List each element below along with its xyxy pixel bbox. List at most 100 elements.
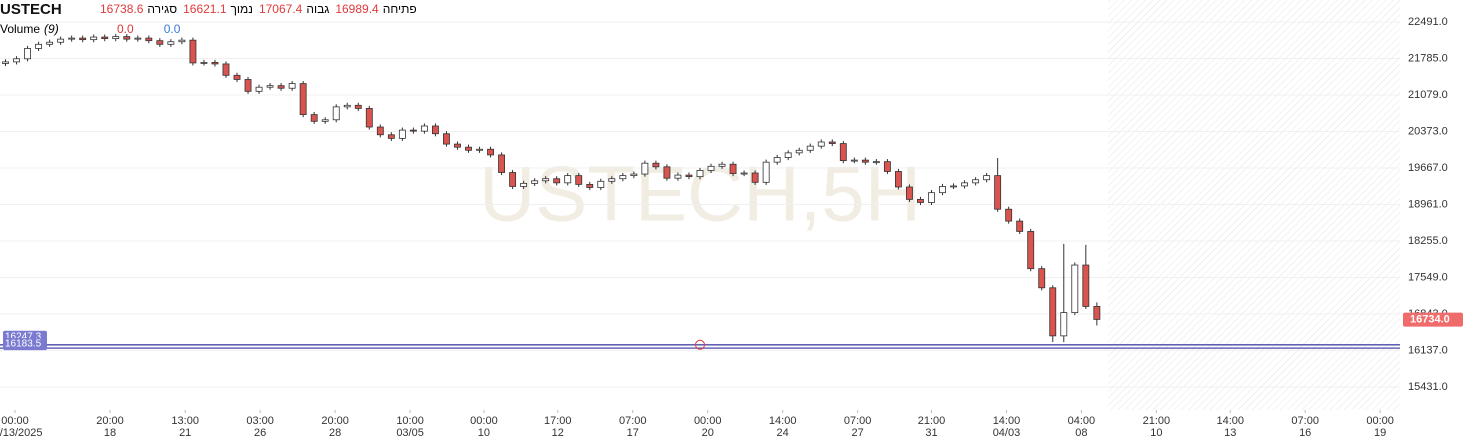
candle-body (387, 134, 395, 139)
x-tick-label: 14:00 (993, 415, 1021, 427)
candle-body (542, 178, 550, 182)
x-tick-label: 00:00 (470, 415, 498, 427)
x-tick-date: 03/05 (396, 427, 424, 439)
candle-body (1071, 264, 1079, 314)
candle-body (1093, 306, 1101, 320)
candle-body (663, 166, 671, 179)
candle-body (79, 37, 87, 41)
x-tick-label: 10:00 (396, 415, 424, 427)
watermark: USTECH,5H (479, 150, 921, 238)
y-tick-label: 16137.0 (1408, 344, 1448, 356)
x-tick-label: 14:00 (769, 415, 797, 427)
candle-body (487, 148, 494, 156)
candle-body (1005, 208, 1013, 222)
x-tick-label: 20:00 (321, 415, 349, 427)
candle-body (178, 39, 186, 43)
candle-body (145, 37, 153, 42)
x-tick-date: 18 (104, 427, 116, 439)
y-tick-label: 21785.0 (1408, 52, 1448, 64)
x-tick-date: 08 (1075, 427, 1087, 439)
candle-body (398, 129, 406, 139)
candle-body (839, 143, 847, 162)
candle-body (189, 39, 197, 64)
last-price-tag (1403, 312, 1463, 327)
ohlc-value: 16621.1 (183, 2, 227, 16)
candle-body (806, 145, 814, 151)
ohlc-item: גבוה 17067.4 (259, 2, 329, 16)
x-tick-date: 10 (478, 427, 490, 439)
candle-body (586, 183, 594, 188)
ohlc-label: סגירה (147, 2, 178, 16)
candle-body (112, 36, 120, 40)
candle-body (233, 74, 241, 80)
candle-body (343, 104, 351, 108)
candle-body (696, 170, 704, 178)
level-tag (3, 338, 47, 351)
x-tick-label: 20:00 (96, 415, 124, 427)
volume-label: Volume (0, 22, 41, 36)
volume-period: (9) (44, 22, 59, 36)
candle-body (972, 179, 980, 184)
ohlc-label: נמוך (230, 2, 253, 16)
candle-body (156, 40, 164, 45)
candle-body (751, 172, 759, 183)
candle-body (1038, 268, 1046, 289)
candle-body (167, 41, 175, 45)
candle-body (983, 175, 991, 181)
x-tick-date: 17 (627, 427, 639, 439)
candle-body (994, 175, 1002, 210)
x-tick-date: 24 (777, 427, 789, 439)
candle-body (443, 133, 450, 145)
candle-body (850, 159, 858, 162)
candle-body (718, 163, 726, 167)
candle-body (68, 37, 76, 40)
x-tick-label: 04:00 (1068, 415, 1096, 427)
ohlc-value: 16989.4 (335, 2, 379, 16)
x-tick-date: 27 (852, 427, 864, 439)
candle-body (784, 152, 792, 158)
candle-body (762, 161, 770, 183)
candle-body (354, 104, 362, 109)
candle-body (299, 83, 307, 116)
x-tick-date: 16 (1299, 427, 1311, 439)
candle-body (365, 108, 373, 128)
ohlc-item: נמוך 16621.1 (183, 2, 253, 16)
candle-body (553, 178, 561, 184)
ohlc-value: 17067.4 (258, 2, 303, 16)
y-tick-label: 20373.0 (1408, 125, 1448, 137)
x-tick-label: 07:00 (844, 415, 872, 427)
candle-body (321, 119, 329, 122)
ohlc-value: 16738.6 (100, 2, 144, 16)
x-tick-label: 00:00 (694, 415, 722, 427)
candle-body (883, 161, 891, 172)
last-price-label: 16734.0 (1410, 314, 1450, 326)
candle-body (1082, 264, 1090, 307)
candle-body (46, 41, 54, 45)
candle-body (134, 37, 142, 40)
candle-body (288, 83, 296, 89)
candle-body (498, 154, 506, 173)
candle-body (509, 172, 517, 187)
candle-body (211, 61, 219, 65)
candle-body (1060, 312, 1068, 337)
candle-body (674, 174, 682, 179)
candle-body (409, 129, 417, 132)
y-tick-label: 18961.0 (1408, 198, 1448, 210)
candle-body (685, 174, 693, 178)
ohlc-item: פתיחה 16989.4 (335, 2, 416, 16)
candle-body (928, 192, 935, 203)
candle-body (35, 43, 43, 49)
candle-body (707, 165, 715, 171)
marker (695, 339, 705, 350)
x-tick-date: 28 (329, 427, 341, 439)
symbol: USTECH (0, 0, 62, 18)
candle-body (917, 198, 924, 203)
candle-body (222, 63, 230, 76)
candle-body (729, 163, 737, 174)
x-tick-date: 26 (254, 427, 266, 439)
candle-body (575, 175, 583, 185)
candle-body (773, 157, 781, 163)
candle-body (90, 36, 98, 41)
x-tick-label: 00:00 (1, 415, 29, 427)
